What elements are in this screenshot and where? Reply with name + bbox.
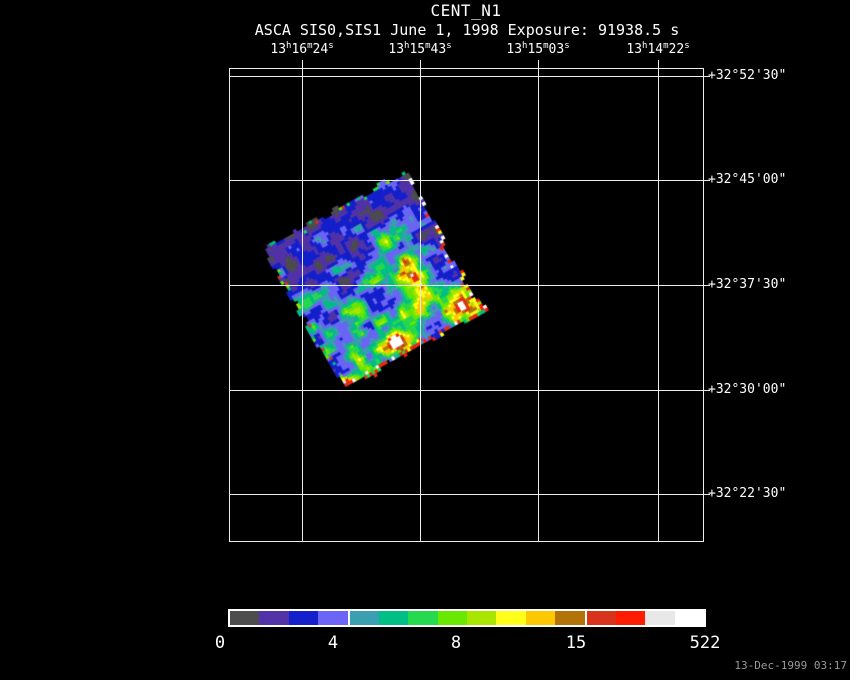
grid-line-vertical <box>302 60 303 542</box>
colorbar-segment <box>318 611 348 625</box>
colorbar-segment <box>467 611 497 625</box>
colorbar-segment <box>230 611 260 625</box>
colorbar-segment <box>378 611 409 625</box>
grid-line-horizontal <box>229 390 710 391</box>
colorbar-segment <box>288 611 319 625</box>
ra-unit-superscript: s <box>446 41 452 51</box>
plot-title: CENT_N1 <box>430 1 502 20</box>
colorbar-value-label: 8 <box>450 633 462 653</box>
colorbar-separator <box>347 611 350 625</box>
grid-line-horizontal <box>229 76 710 77</box>
colorbar-value-label: 522 <box>689 633 721 653</box>
colorbar-segment <box>408 611 438 625</box>
ra-tick-label: 13h16m24s <box>270 41 334 57</box>
dec-tick-label: +32°52'30" <box>708 68 787 83</box>
ra-unit-superscript: h <box>286 41 292 51</box>
ra-unit-superscript: s <box>684 41 690 51</box>
colorbar-separator <box>584 611 587 625</box>
colorbar <box>228 609 706 627</box>
colorbar-value-label: 4 <box>327 633 339 653</box>
colorbar-segment <box>645 611 675 625</box>
colorbar-segment <box>555 611 585 625</box>
grid-line-horizontal <box>229 285 710 286</box>
colorbar-segment <box>615 611 646 625</box>
grid-line-vertical <box>420 60 421 542</box>
grid-line-horizontal <box>229 494 710 495</box>
ra-unit-superscript: m <box>425 41 431 51</box>
colorbar-value-label: 15 <box>565 633 587 653</box>
ra-unit-superscript: h <box>404 41 410 51</box>
colorbar-segment <box>525 611 556 625</box>
dec-tick-label: +32°37'30" <box>708 277 787 292</box>
colorbar-segment <box>674 611 704 625</box>
ra-tick-label: 13h14m22s <box>626 41 690 57</box>
plot-subtitle: ASCA SIS0,SIS1 June 1, 1998 Exposure: 91… <box>254 21 680 39</box>
ra-unit-superscript: h <box>642 41 648 51</box>
timestamp: 13-Dec-1999 03:17 <box>734 659 847 672</box>
ra-tick-label: 13h15m43s <box>388 41 452 57</box>
plot-box-border <box>229 68 704 542</box>
grid-line-vertical <box>658 60 659 542</box>
colorbar-value-label: 0 <box>214 633 226 653</box>
dec-tick-label: +32°45'00" <box>708 172 787 187</box>
ra-unit-superscript: s <box>564 41 570 51</box>
ra-unit-superscript: m <box>307 41 313 51</box>
dec-tick-label: +32°22'30" <box>708 486 787 501</box>
colorbar-segment <box>259 611 289 625</box>
colorbar-segment <box>496 611 526 625</box>
colorbar-segment <box>586 611 616 625</box>
dec-tick-label: +32°30'00" <box>708 382 787 397</box>
ra-unit-superscript: m <box>663 41 669 51</box>
colorbar-segment <box>349 611 379 625</box>
grid-line-vertical <box>538 60 539 542</box>
colorbar-segment <box>437 611 467 625</box>
ra-unit-superscript: m <box>543 41 549 51</box>
grid-line-horizontal <box>229 180 710 181</box>
ra-unit-superscript: h <box>522 41 528 51</box>
ra-unit-superscript: s <box>328 41 334 51</box>
ra-tick-label: 13h15m03s <box>506 41 570 57</box>
